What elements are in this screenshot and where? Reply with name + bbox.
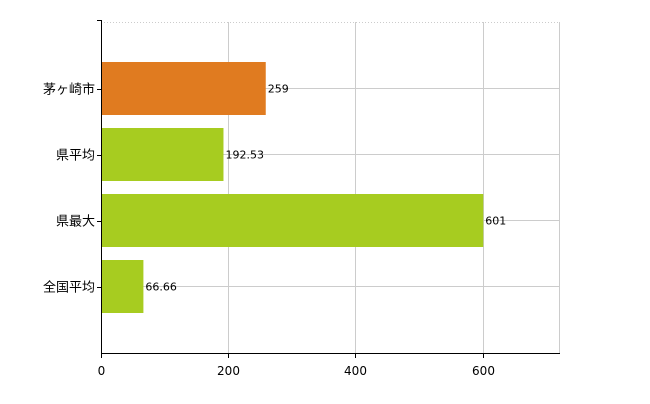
grid-layer (101, 22, 560, 353)
bar-2 (102, 194, 484, 247)
bar-1 (102, 128, 224, 181)
category-label-0: 茅ヶ崎市 (43, 82, 95, 98)
value-label-2: 601 (485, 215, 506, 228)
x-tick-label-0: 0 (98, 364, 106, 378)
category-label-3: 全国平均 (43, 280, 95, 296)
bar-0 (102, 62, 266, 115)
value-label-1: 192.53 (225, 149, 263, 162)
bar-3 (102, 260, 144, 313)
x-tick-label-200: 200 (217, 364, 240, 378)
axis-layer (97, 20, 560, 358)
category-label-2: 県最大 (56, 215, 95, 230)
x-tick-label-600: 600 (472, 364, 495, 378)
value-label-3: 66.66 (145, 281, 177, 294)
bar-layer (102, 62, 484, 313)
x-tick-label-400: 400 (344, 364, 367, 378)
category-label-1: 県平均 (56, 149, 95, 164)
label-layer: 259 茅ヶ崎市 192.53 県平均 601 県最大 66.66 全国平均 0 200 400 60… (43, 82, 506, 379)
value-label-0: 259 (268, 83, 289, 96)
